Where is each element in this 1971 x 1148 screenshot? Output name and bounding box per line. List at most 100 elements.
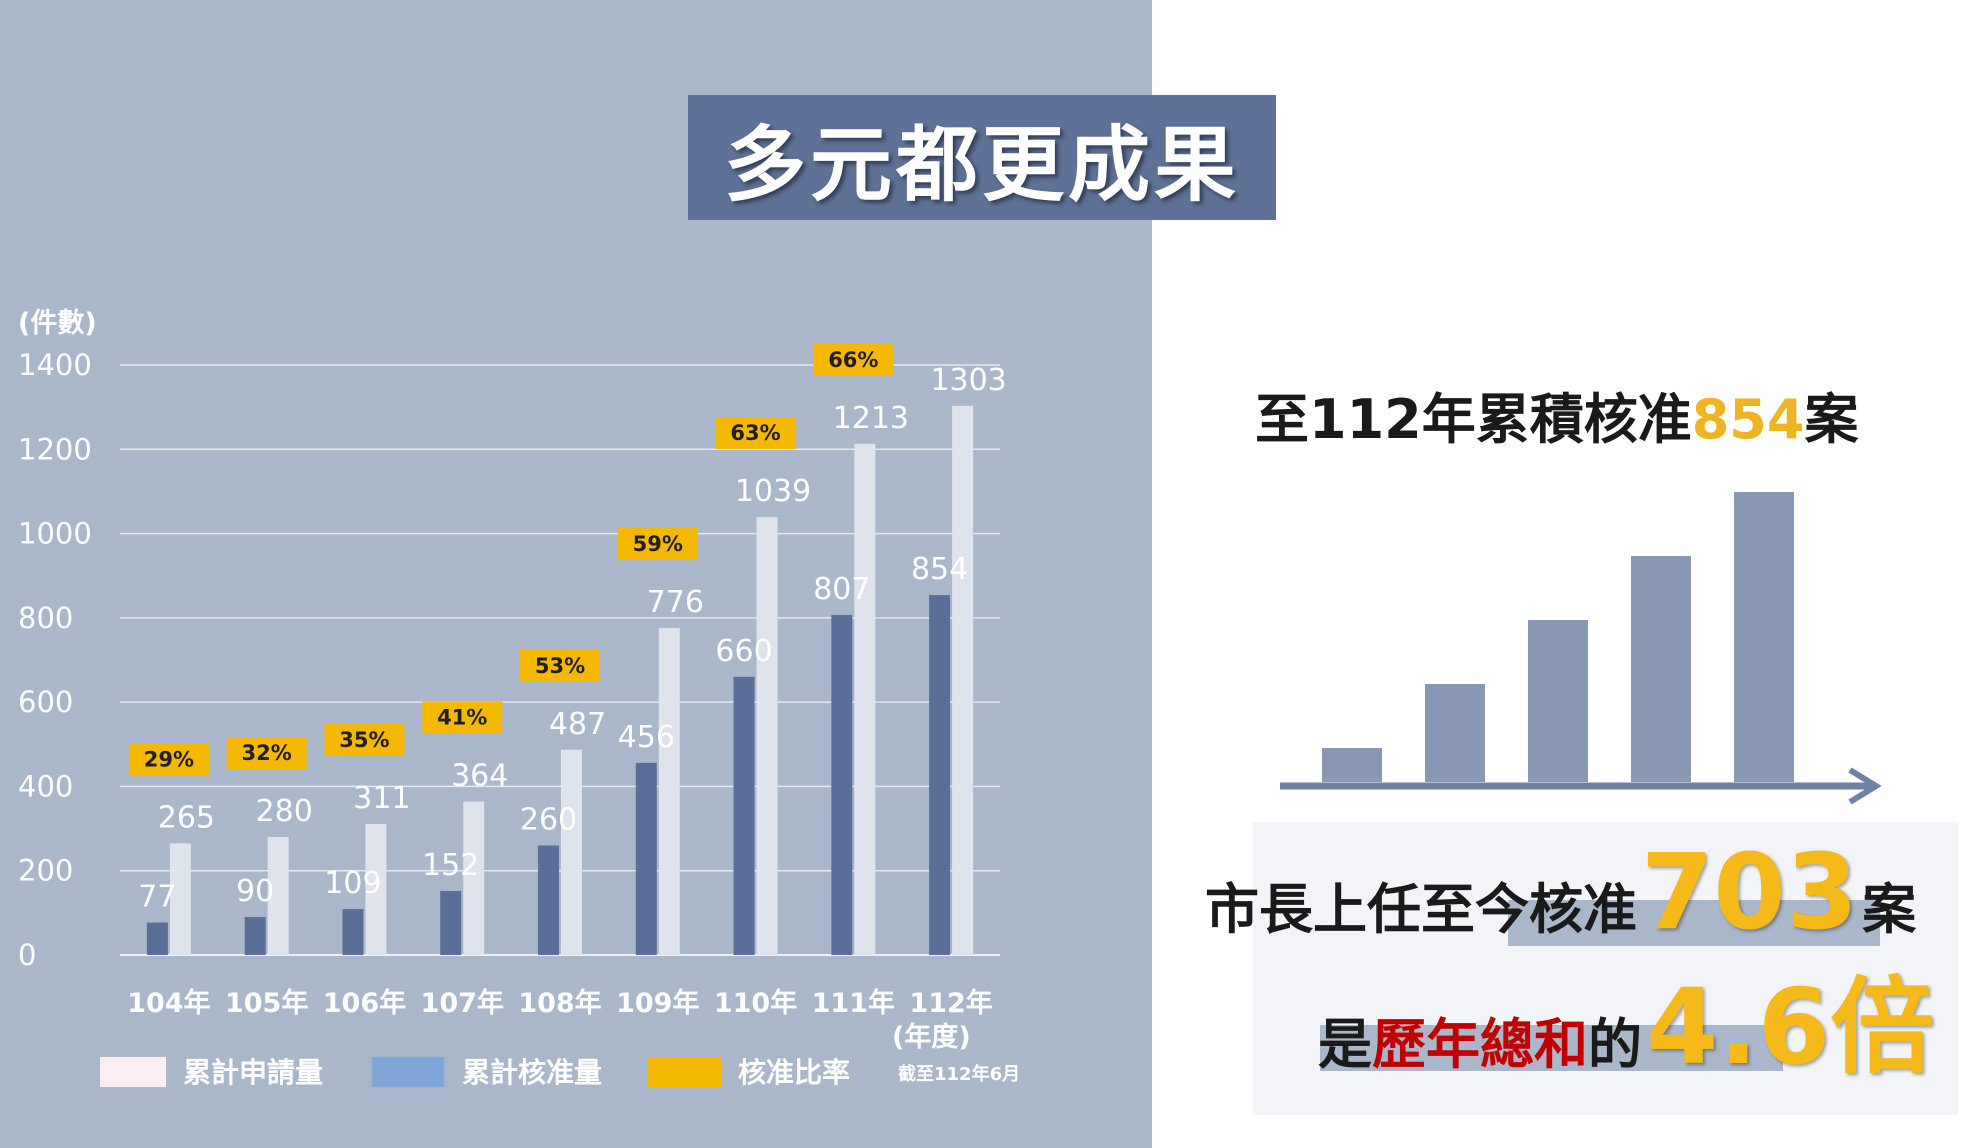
result-line1-suffix: 案 <box>1862 878 1917 941</box>
headline-number: 854 <box>1691 388 1805 451</box>
result-line-1: 市長上任至今核准 703 案 <box>1205 840 1916 944</box>
result-line2-mid: 的 <box>1588 1013 1642 1076</box>
y-tick-label: 1000 <box>18 517 92 551</box>
ratio-label: 41% <box>437 706 487 730</box>
result-line2-prefix: 是 <box>1318 1013 1372 1076</box>
result-line-2: 是 歷年總和 的 4.6倍 <box>1318 975 1938 1079</box>
ratio-label-box <box>324 723 405 756</box>
y-tick-label: 800 <box>18 601 73 635</box>
y-tick-label: 200 <box>18 854 73 888</box>
bar-approved <box>733 676 755 955</box>
ratio-label: 35% <box>339 728 389 752</box>
ratio-label-box <box>617 527 698 560</box>
value-label-applied: 1303 <box>930 363 1006 398</box>
bar-applied <box>756 517 778 955</box>
result-line2-number: 4.6倍 <box>1646 966 1935 1088</box>
value-label-approved: 77 <box>138 880 176 915</box>
value-label-approved: 854 <box>911 552 968 587</box>
growth-bar <box>1734 492 1794 782</box>
arrow-right-icon <box>1848 767 1882 805</box>
bar-approved <box>146 922 168 955</box>
value-label-applied: 265 <box>158 800 215 835</box>
x-tick-label: 109年 <box>616 987 699 1019</box>
headline: 至112年累積核准854案 <box>1255 375 1858 454</box>
result-line2-highlight: 歷年總和 <box>1372 1013 1588 1076</box>
value-labels: 77 265 29% 90 280 32% 109 311 35% 152 364 41% 260 487… <box>128 343 1007 915</box>
value-label-applied: 280 <box>256 794 313 829</box>
x-tick-label: 111年 <box>812 987 895 1019</box>
bar-applied <box>658 627 680 955</box>
title-banner: 多元都更成果 <box>688 95 1276 220</box>
ratio-label: 53% <box>535 654 585 678</box>
bar-applied <box>267 837 289 955</box>
value-label-applied: 311 <box>353 781 410 816</box>
bar-approved <box>538 845 559 955</box>
bar-approved <box>929 595 951 955</box>
legend-swatch-approved <box>372 1057 444 1087</box>
bar-approved <box>440 890 462 955</box>
value-label-approved: 152 <box>422 848 479 883</box>
y-tick-label: 1400 <box>18 348 92 382</box>
value-label-approved: 456 <box>618 720 675 755</box>
ratio-label: 63% <box>730 421 780 445</box>
value-label-approved: 90 <box>236 874 274 909</box>
grid-lines <box>120 364 1000 956</box>
legend-label-applied: 累計申請量 <box>183 1056 323 1089</box>
bar-applied <box>561 749 582 955</box>
y-axis-ticks: 0 200 400 600 800 1000 1200 1400 <box>18 348 92 972</box>
bar-applied <box>365 823 387 955</box>
y-tick-label: 600 <box>18 685 73 719</box>
legend-label-ratio: 核准比率 <box>738 1056 850 1089</box>
x-tick-label: 108年 <box>518 987 601 1019</box>
page-title: 多元都更成果 <box>723 118 1240 213</box>
legend: 累計申請量 累計核准量 核准比率 <box>100 1056 850 1089</box>
legend-swatch-applied <box>100 1057 166 1087</box>
value-label-applied: 1039 <box>735 474 811 509</box>
y-tick-label: 1200 <box>18 432 92 466</box>
x-axis-title: (年度) <box>892 1021 971 1053</box>
headline-prefix: 至112年累積核准 <box>1255 388 1692 451</box>
bar-approved <box>342 909 364 955</box>
y-tick-label: 400 <box>18 769 73 803</box>
ratio-label-box <box>813 343 894 376</box>
growth-bar <box>1425 684 1485 782</box>
x-tick-label: 105年 <box>225 987 308 1019</box>
result-line1-number: 703 <box>1641 831 1859 953</box>
ratio-label: 59% <box>633 532 683 556</box>
y-tick-label: 0 <box>18 938 36 972</box>
growth-bar <box>1528 620 1588 782</box>
highlight-bar-1 <box>1508 900 1880 946</box>
data-date-note: 截至112年6月 <box>898 1063 1020 1085</box>
growth-bar <box>1322 748 1382 782</box>
value-label-applied: 776 <box>647 585 704 620</box>
ratio-label-box <box>128 743 209 776</box>
bar-approved <box>244 917 266 955</box>
ratio-label-box <box>715 417 796 450</box>
value-label-approved: 807 <box>813 572 870 607</box>
y-unit-label: (件數) <box>18 308 97 339</box>
x-tick-label: 106年 <box>323 987 406 1019</box>
headline-suffix: 案 <box>1804 388 1859 451</box>
x-tick-label: 110年 <box>714 987 797 1019</box>
ratio-label: 66% <box>828 348 878 372</box>
result-line1-prefix: 市長上任至今核准 <box>1205 878 1637 941</box>
ratio-label: 32% <box>242 741 292 765</box>
ratio-label: 29% <box>144 747 194 771</box>
value-label-approved: 109 <box>324 866 381 901</box>
legend-label-approved: 累計核准量 <box>462 1056 602 1089</box>
bar-applied <box>952 405 974 956</box>
x-tick-label: 104年 <box>127 987 210 1019</box>
bar-applied <box>854 443 876 955</box>
growth-bars-icon <box>1280 492 1882 805</box>
bar-applied <box>463 801 485 955</box>
bar-approved <box>635 762 657 955</box>
growth-bars <box>1322 492 1794 782</box>
value-label-applied: 1213 <box>833 401 909 436</box>
x-tick-label: 112年 <box>909 987 992 1019</box>
bar-applied <box>169 843 191 955</box>
highlight-bar-2 <box>1320 1025 1783 1071</box>
bar-chart: 0 200 400 600 800 1000 1200 1400 77 265 29% 90 280 3… <box>18 308 1020 1089</box>
ratio-label-box <box>226 737 307 769</box>
legend-swatch-ratio <box>648 1057 722 1087</box>
ratio-label-box <box>520 649 600 682</box>
